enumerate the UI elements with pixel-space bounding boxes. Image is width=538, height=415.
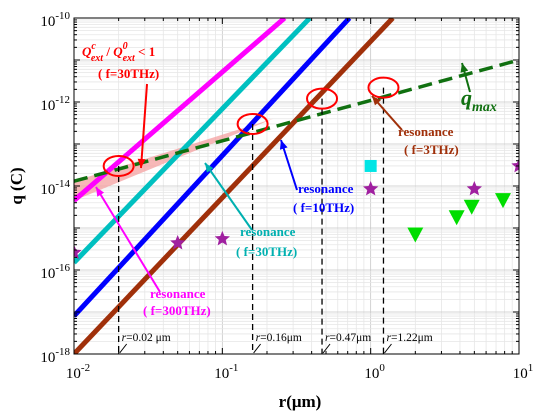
qmax-label: qmax	[461, 85, 497, 115]
marker-triangle-down-0	[407, 227, 424, 243]
marker-star-2	[214, 230, 230, 246]
res3-arrow	[371, 95, 403, 131]
res300-label-1: resonance	[150, 286, 206, 301]
annotation-arrows	[95, 62, 471, 354]
x-tick-label-0: 10-2	[66, 362, 90, 382]
r-label-3: r=1.22μm	[386, 332, 432, 344]
qmax-arrow	[460, 62, 471, 93]
y-tick-label-2: 10-14	[40, 178, 70, 198]
intersection-ellipses	[102, 76, 400, 177]
res300-arrow	[95, 186, 161, 293]
res300-label-2: ( f=300THz)	[143, 303, 211, 318]
r-label-2: r=0.47μm	[325, 332, 371, 344]
y-tick-label-1: 10-16	[40, 262, 70, 282]
intersection-drop-lines	[118, 87, 385, 354]
marker-triangle-down-2	[463, 199, 480, 215]
res10-arrow	[279, 139, 298, 191]
x-axis-title: r(μm)	[279, 392, 322, 411]
res10-label-2: ( f=10THz)	[293, 200, 354, 215]
series-line-1	[74, 18, 312, 265]
qratio-freq: ( f=30THz)	[98, 66, 159, 81]
qratio-arrow	[137, 83, 148, 169]
marker-triangle-down-1	[448, 210, 465, 226]
qratio-label: Qc ext / Q0 ext < 1	[82, 41, 155, 64]
r-label-0: r=0.02 μm	[122, 332, 171, 344]
marker-star-1	[170, 234, 186, 250]
r-value-labels: r=0.02 μm r=0.16μm r=0.47μm r=1.22μm	[122, 332, 433, 344]
marker-square-0	[364, 159, 377, 172]
marker-star-5	[511, 157, 519, 173]
marker-star-0	[74, 244, 82, 260]
y-tick-label-0: 10-18	[40, 346, 70, 366]
intersection-ellipse-2	[306, 87, 339, 110]
series-line-4	[74, 58, 519, 183]
res30-label-1: resonance	[240, 224, 296, 239]
y-tick-label-3: 10-12	[40, 94, 70, 114]
r-label-1: r=0.16μm	[256, 332, 302, 344]
res30-arrow	[204, 162, 253, 231]
marker-triangle-down-3	[494, 193, 511, 209]
intersection-ellipse-3	[367, 76, 400, 99]
res10-label-1: resonance	[298, 181, 354, 196]
intersection-ellipse-1	[236, 112, 269, 135]
res3-label-2: ( f=3THz)	[404, 142, 459, 157]
intersection-ellipse-0	[102, 154, 135, 177]
marker-star-4	[466, 180, 482, 196]
res3-label-1: resonance	[398, 124, 454, 139]
x-tick-label-2: 100	[364, 362, 385, 382]
res30-label-2: ( f=30THz)	[236, 244, 297, 259]
x-tick-label-1: 10-1	[214, 362, 238, 382]
y-tick-label-4: 10-10	[40, 10, 70, 30]
marker-layer	[74, 157, 519, 260]
ticks	[73, 17, 520, 355]
y-axis-title: q (C)	[7, 167, 26, 204]
x-tick-label-3: 101	[513, 362, 534, 382]
marker-star-3	[363, 180, 379, 196]
r-label-arrow-1	[253, 343, 262, 354]
r-label-arrow-2	[322, 343, 331, 354]
series-line-0	[74, 18, 287, 203]
r-label-arrow-3	[384, 343, 392, 354]
tick-labels: 10-2 10-1 100 101 10-18 10-16 10-14 10-12 10-10	[40, 10, 533, 382]
r-label-arrow-0	[119, 343, 128, 354]
series-line-3	[74, 18, 395, 354]
